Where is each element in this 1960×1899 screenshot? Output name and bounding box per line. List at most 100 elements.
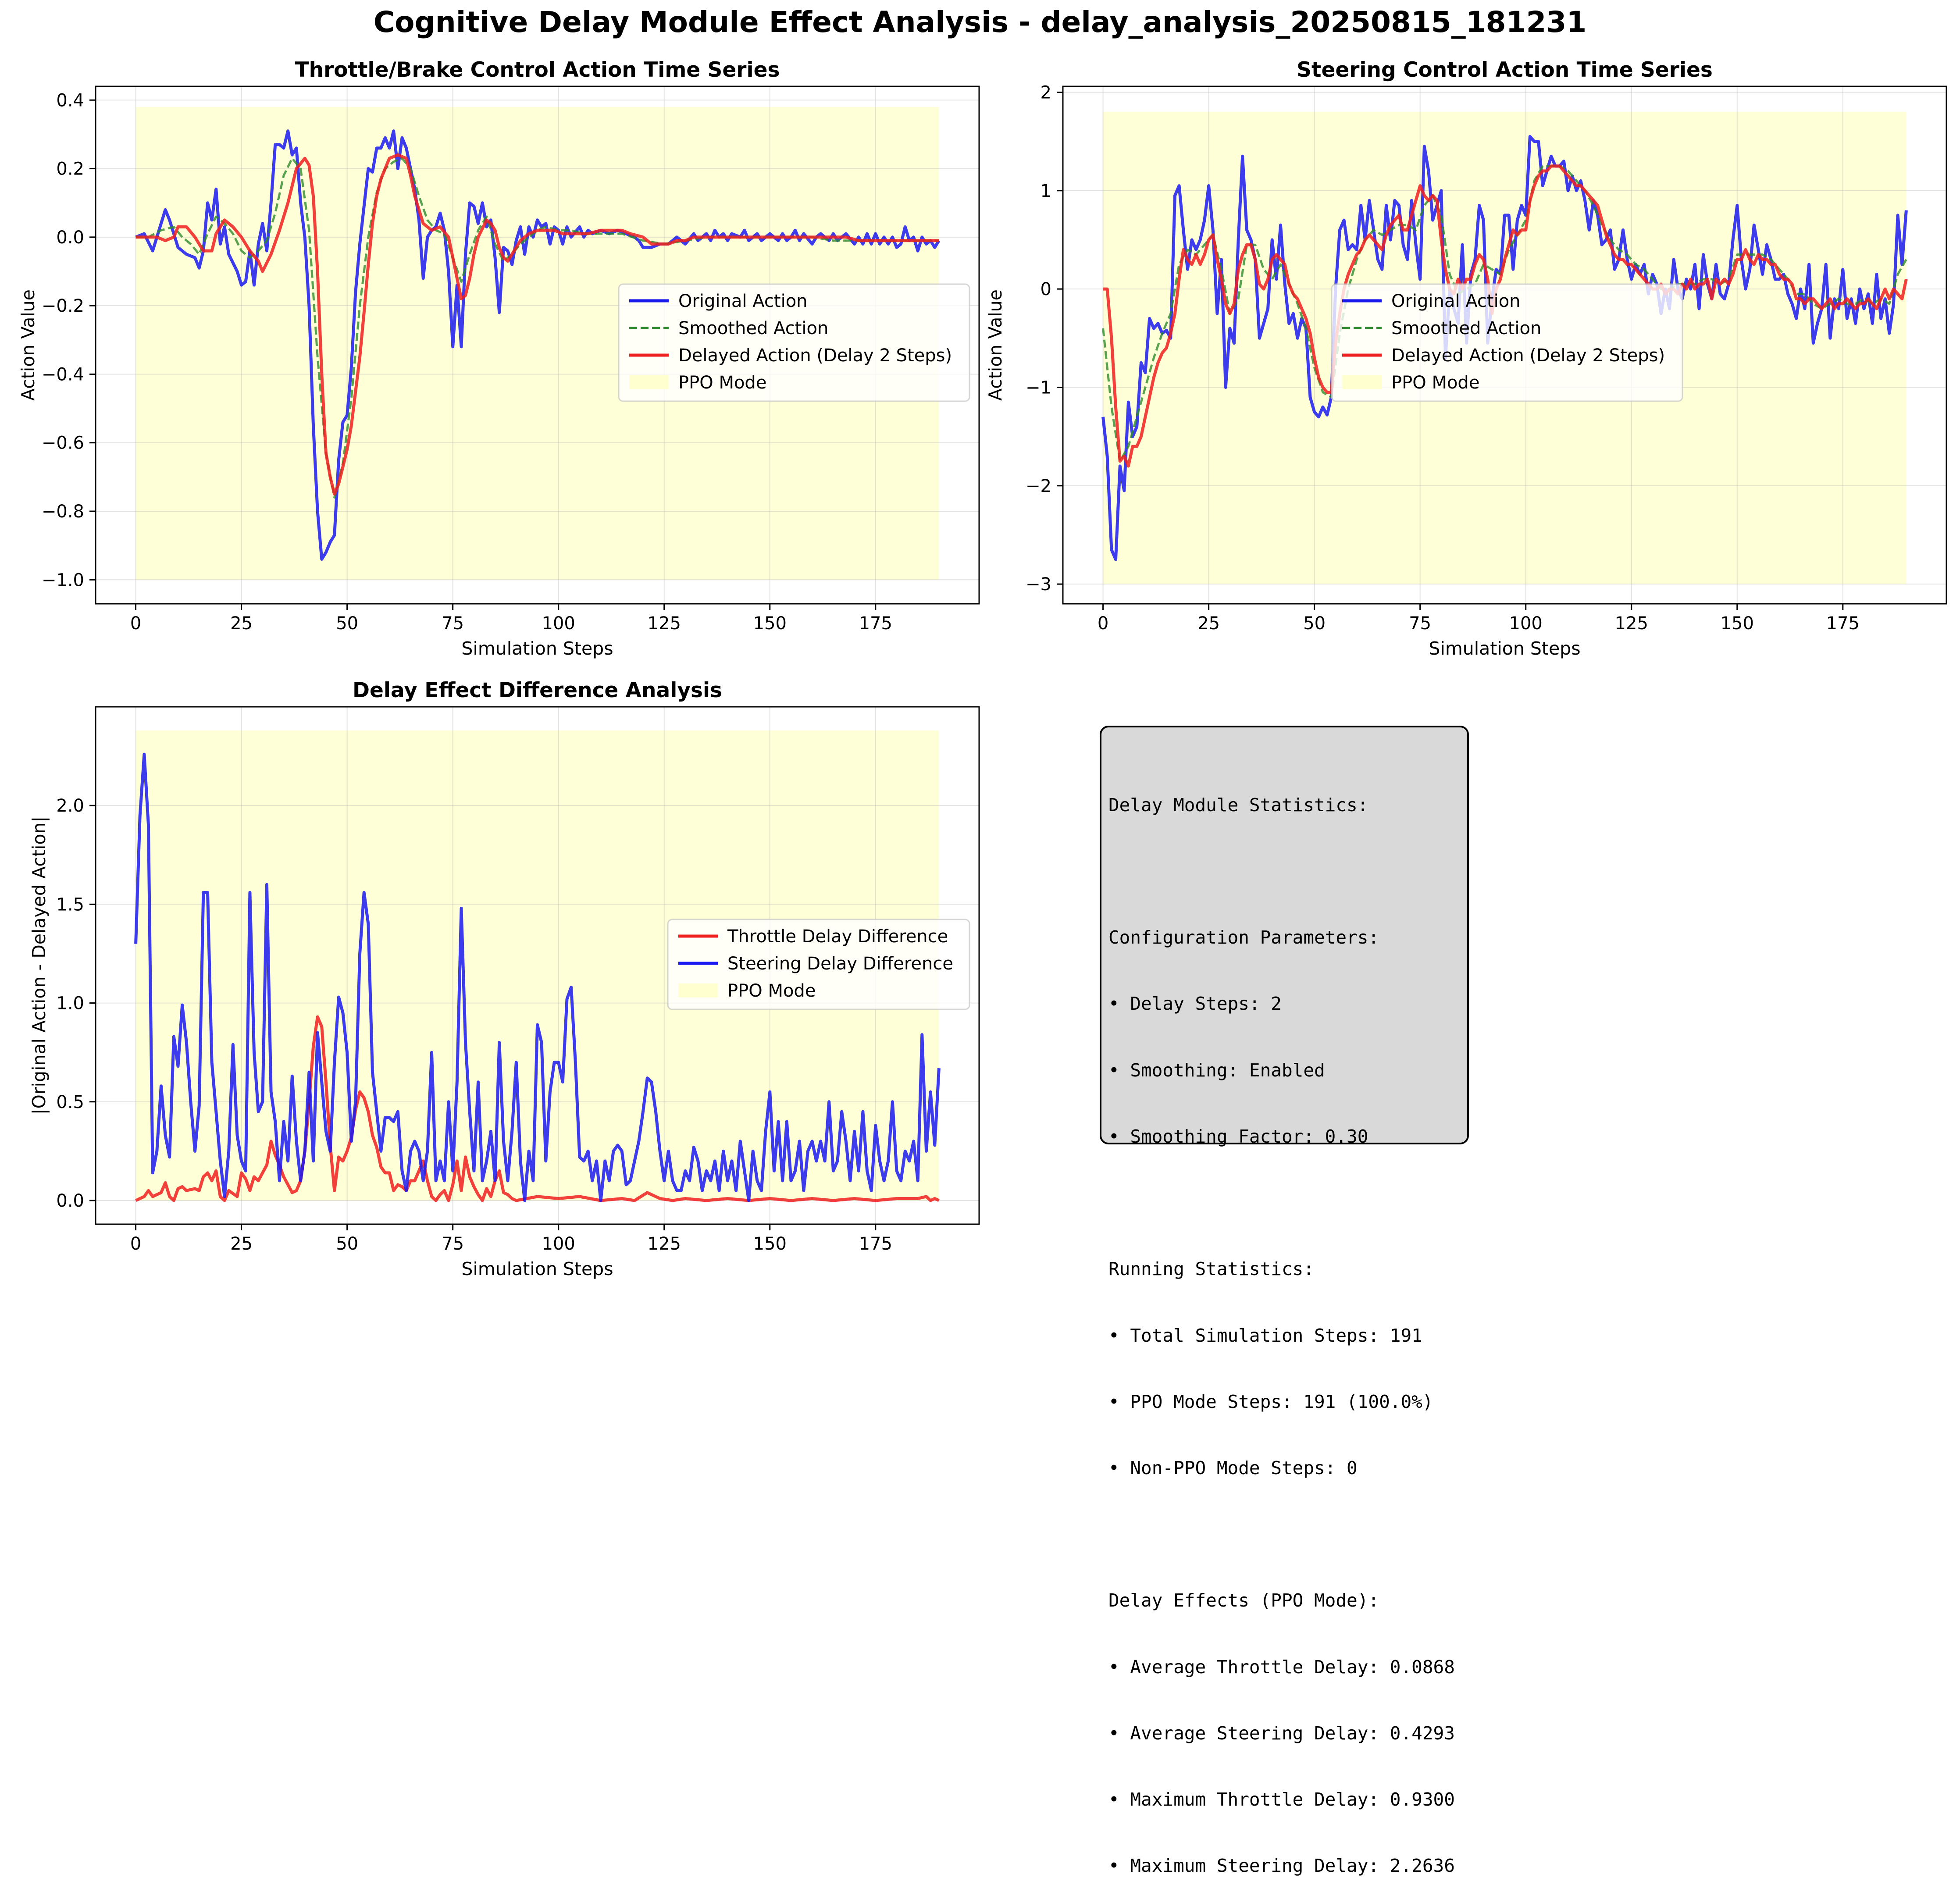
legend-label: Smoothed Action	[678, 318, 828, 338]
x-tick-label: 0	[1098, 613, 1108, 634]
stats-line: • Delay Steps: 2	[1108, 993, 1282, 1015]
x-tick-label: 25	[230, 613, 253, 634]
stats-line: Configuration Parameters:	[1108, 927, 1379, 948]
stats-line: • Non-PPO Mode Steps: 0	[1108, 1457, 1358, 1479]
x-tick-label: 75	[442, 613, 464, 634]
series-line-original-action	[135, 129, 941, 561]
x-axis-label: Simulation Steps	[461, 638, 613, 659]
stats-line: • Smoothing Factor: 0.30	[1108, 1126, 1368, 1147]
legend-label: PPO Mode	[1391, 373, 1479, 393]
y-tick-label: −0.4	[42, 364, 84, 385]
legend-label: Delayed Action (Delay 2 Steps)	[678, 346, 952, 366]
y-tick-label: −3	[1026, 574, 1051, 595]
figure-canvas: 0 25 50 75 100 125 150 175−1.0−0.8−0.6−0.4−0.20…	[18, 58, 1947, 1279]
stats-line: ​	[1108, 1192, 1455, 1214]
delay-difference-subplot: 0 25 50 75 100 125 150 175 0.0 0.5 1.0 1.5 2.0 Delay …	[29, 678, 980, 1279]
legend-box	[667, 919, 970, 1010]
stats-line: • Maximum Throttle Delay: 0.9300	[1108, 1789, 1455, 1810]
steering-subplot: 0 25 50 75 100 125 150 175 −3 −2 −1 0 1 2 Steering Con…	[985, 58, 1947, 659]
y-tick-label: 1.5	[56, 894, 84, 915]
series-line-throttle-delay-difference	[135, 1015, 940, 1202]
subplot-title: Delay Effect Difference Analysis	[353, 678, 722, 702]
y-tick-label: 1.0	[56, 994, 84, 1014]
legend-label: Original Action	[1391, 291, 1521, 311]
x-tick-label: 75	[442, 1234, 464, 1254]
x-tick-label: 25	[1197, 613, 1220, 634]
statistics-panel	[1100, 726, 1469, 1144]
stats-line: Delay Effects (PPO Mode):	[1108, 1590, 1379, 1611]
legend-label: Throttle Delay Difference	[727, 926, 948, 947]
legend-box	[618, 283, 970, 402]
y-axis-label: Action Value	[985, 289, 1006, 401]
x-tick-label: 175	[1826, 613, 1860, 634]
legend-patch-ppo	[1342, 375, 1382, 389]
stats-line: • Maximum Steering Delay: 2.2636	[1108, 1855, 1455, 1877]
y-tick-label: −1.0	[42, 570, 84, 590]
y-tick-label: 2.0	[56, 796, 84, 816]
y-tick-label: −2	[1026, 476, 1051, 496]
x-tick-label: 100	[542, 1234, 575, 1254]
x-tick-label: 125	[648, 1234, 681, 1254]
x-tick-label: 0	[130, 613, 141, 634]
x-tick-label: 0	[130, 1234, 141, 1254]
y-tick-label: 2	[1041, 82, 1051, 103]
y-tick-label: −1	[1026, 378, 1051, 398]
y-axis-label: Action Value	[18, 289, 39, 401]
statistics-text: Delay Module Statistics: ​ Configuration…	[1108, 750, 1455, 1899]
legend-label: PPO Mode	[678, 373, 766, 393]
stats-line: Delay Module Statistics:	[1108, 794, 1368, 816]
figure-title: Cognitive Delay Module Effect Analysis -…	[373, 5, 1587, 39]
legend-label: Delayed Action (Delay 2 Steps)	[1391, 346, 1665, 366]
stats-line: • PPO Mode Steps: 191 (100.0%)	[1108, 1391, 1433, 1412]
x-tick-label: 125	[648, 613, 681, 634]
stats-line: • Average Throttle Delay: 0.0868	[1108, 1656, 1455, 1678]
axes-frame	[1062, 86, 1947, 605]
y-tick-label: −0.6	[42, 433, 84, 453]
x-tick-label: 75	[1409, 613, 1431, 634]
axes-frame	[95, 706, 980, 1225]
x-tick-label: 50	[336, 1234, 358, 1254]
legend-patch-ppo	[678, 983, 718, 998]
stats-line: • Smoothing: Enabled	[1108, 1059, 1325, 1081]
y-tick-label: 0	[1041, 279, 1051, 299]
stats-line: • Average Steering Delay: 0.4293	[1108, 1722, 1455, 1744]
x-tick-label: 175	[859, 613, 892, 634]
x-tick-label: 25	[230, 1234, 253, 1254]
throttle-brake-subplot: 0 25 50 75 100 125 150 175 −1.0 −0.8 −0.6 −0.4 −0.2 0…	[18, 58, 980, 659]
legend-label: Original Action	[678, 291, 808, 311]
y-tick-label: 0.2	[56, 159, 84, 179]
series-line-steering-delay-difference	[134, 752, 941, 1202]
y-tick-label: 0.0	[56, 1191, 84, 1211]
series-line-delayed-action-delay-2-steps-	[135, 153, 939, 496]
series-line-delayed-action-delay-2-steps-	[1103, 164, 1908, 468]
axes-frame	[95, 86, 980, 605]
stats-line: • Total Simulation Steps: 191	[1108, 1325, 1422, 1346]
x-tick-label: 150	[1721, 613, 1754, 634]
x-tick-label: 100	[542, 613, 575, 634]
x-axis-label: Simulation Steps	[461, 1258, 613, 1279]
y-tick-label: 0.4	[56, 90, 84, 110]
legend-label: Smoothed Action	[1391, 318, 1541, 338]
legend-label: PPO Mode	[727, 981, 816, 1001]
stats-line: ​	[1108, 1523, 1455, 1545]
x-tick-label: 150	[753, 613, 787, 634]
x-tick-label: 50	[1303, 613, 1326, 634]
y-tick-label: −0.8	[42, 502, 84, 522]
x-tick-label: 50	[336, 613, 358, 634]
subplot-title: Throttle/Brake Control Action Time Serie…	[295, 58, 780, 82]
y-tick-label: 0.0	[56, 228, 84, 248]
y-tick-label: 0.5	[56, 1092, 84, 1112]
legend-box	[1331, 283, 1683, 402]
x-axis-label: Simulation Steps	[1429, 638, 1580, 659]
x-tick-label: 100	[1509, 613, 1543, 634]
x-tick-label: 150	[753, 1234, 787, 1254]
x-tick-label: 175	[859, 1234, 892, 1254]
x-tick-label: 125	[1615, 613, 1648, 634]
legend-patch-ppo	[629, 375, 669, 389]
y-tick-label: −0.2	[42, 296, 84, 316]
stats-line: ​	[1108, 860, 1455, 882]
stats-line: Running Statistics:	[1108, 1258, 1314, 1280]
y-axis-label: |Original Action - Delayed Action|	[29, 816, 50, 1115]
y-tick-label: 1	[1041, 181, 1051, 201]
legend-label: Steering Delay Difference	[727, 954, 953, 974]
